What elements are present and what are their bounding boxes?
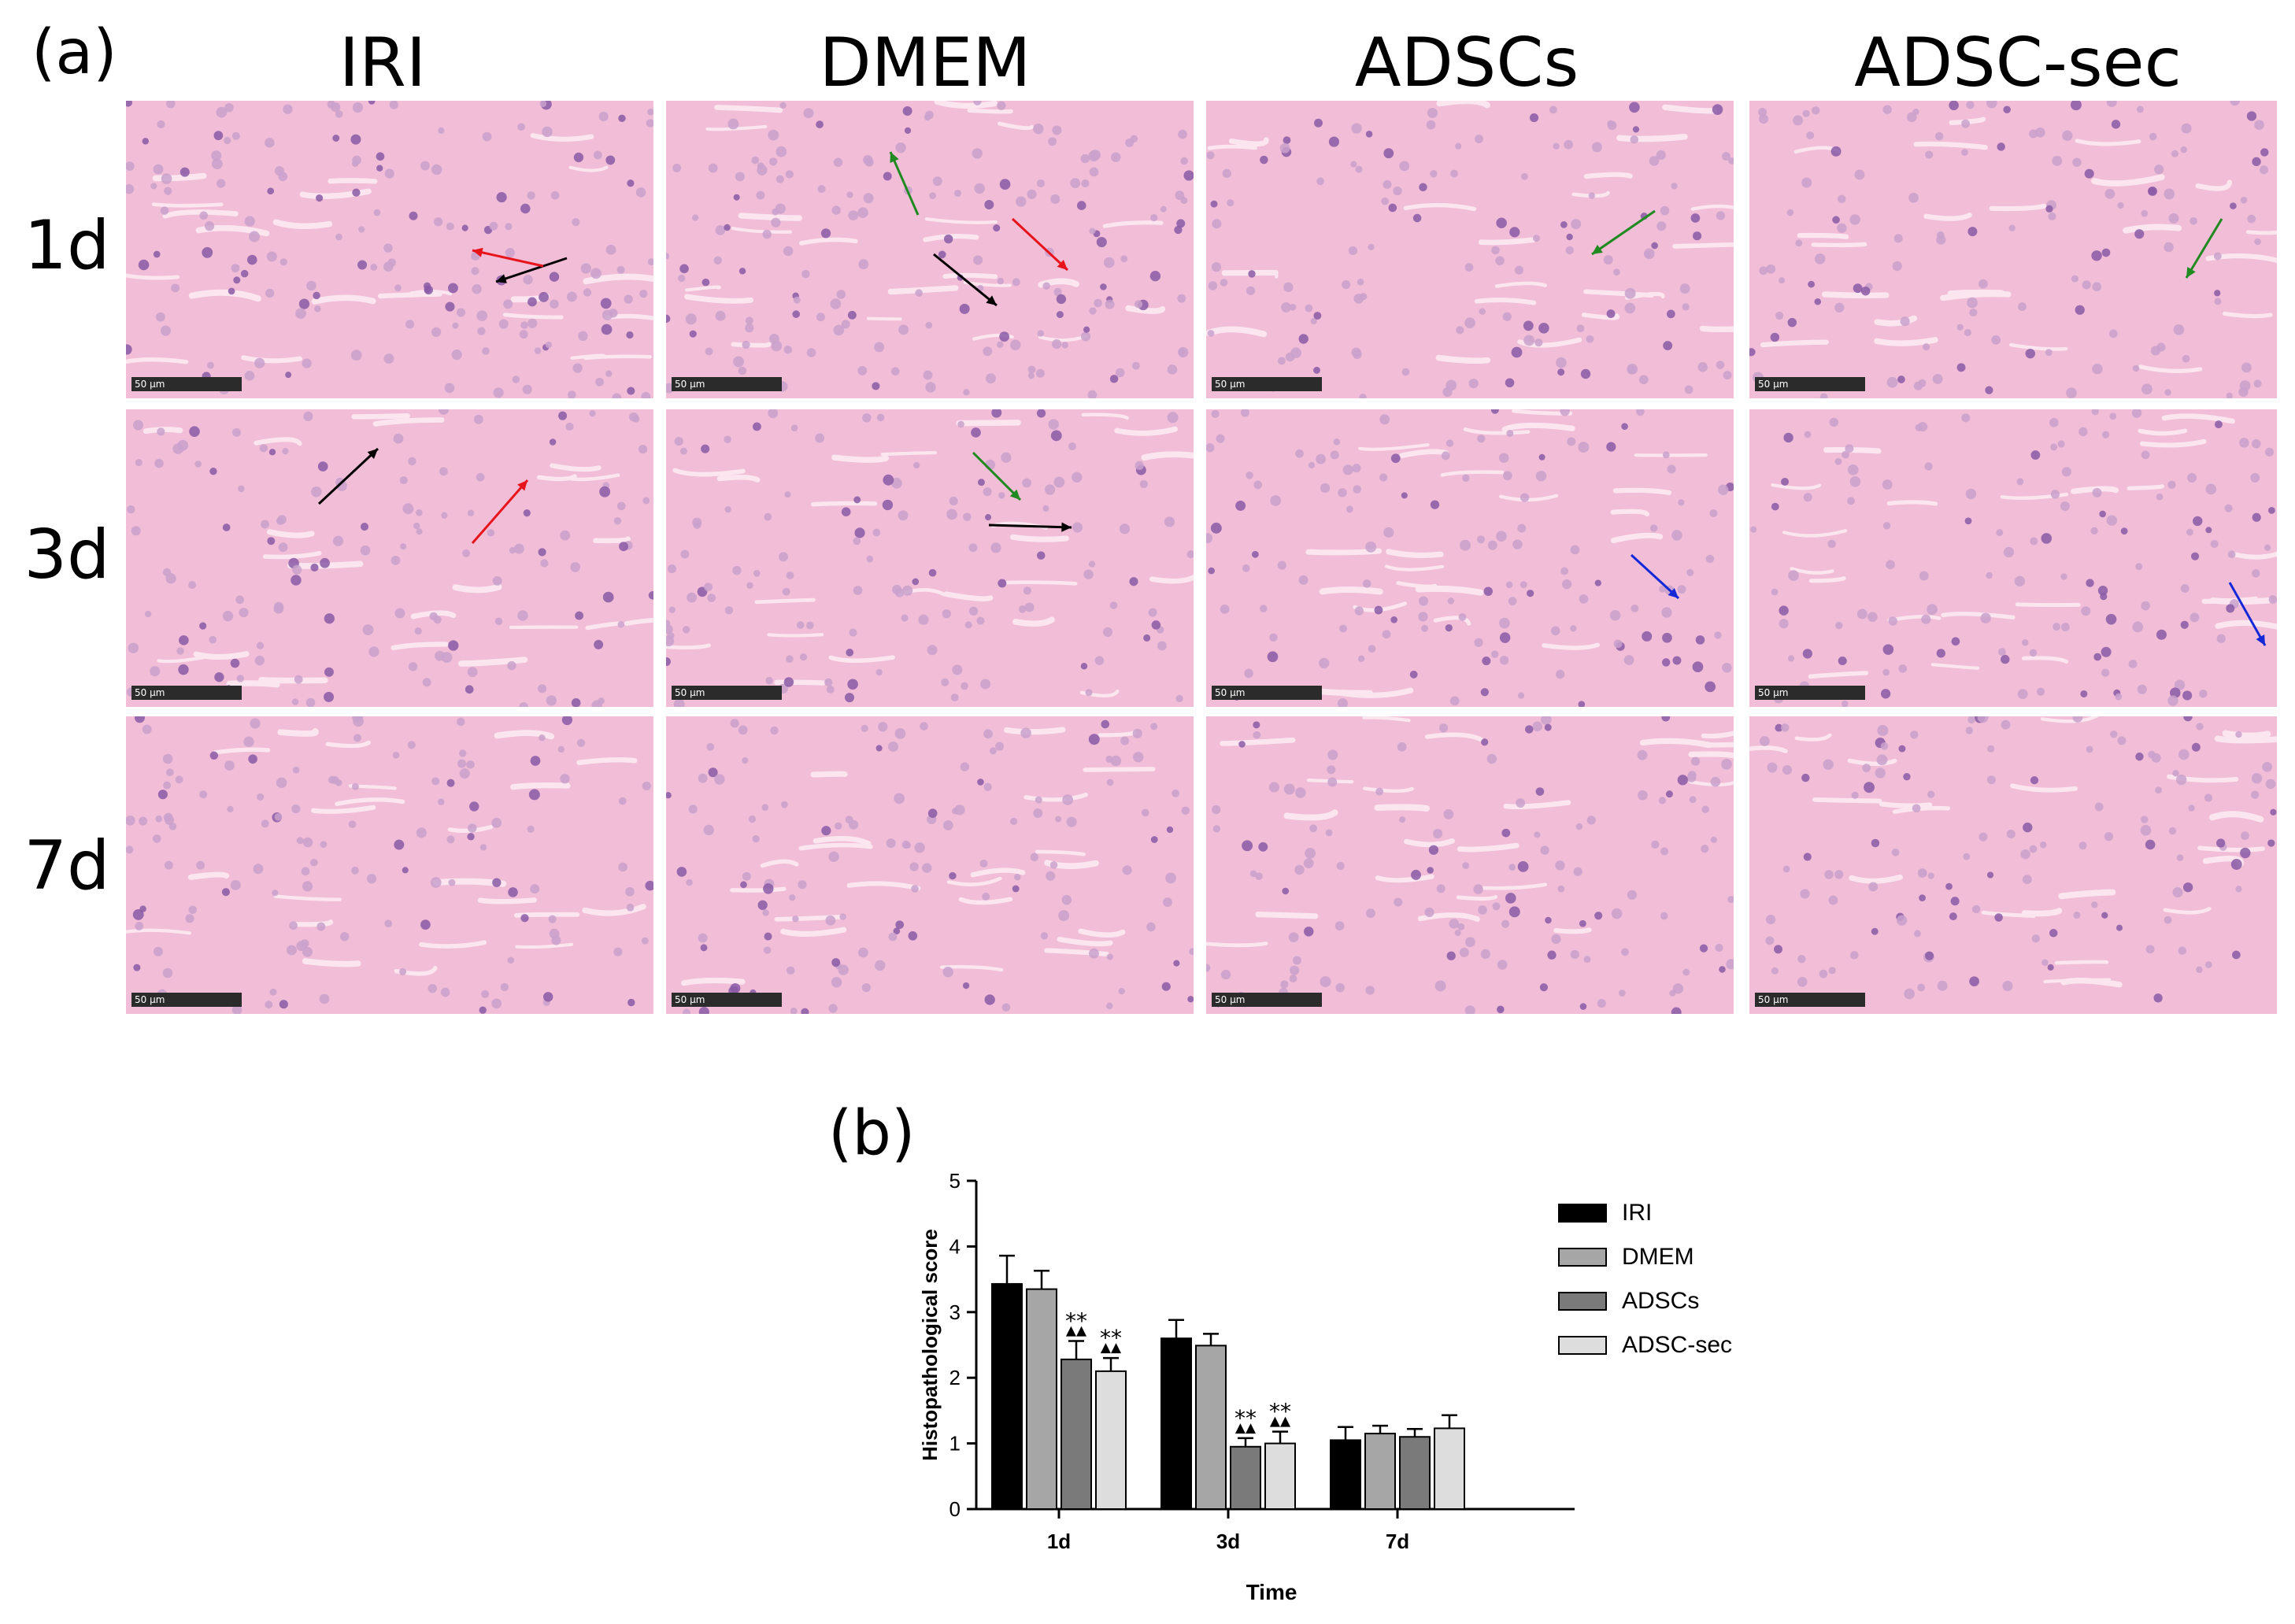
panel-b-label: (b) [828,1098,916,1169]
scale-bar: 50 μm [1212,377,1322,391]
legend-label: IRI [1622,1200,1652,1226]
significance-stars: ** [1065,1308,1087,1334]
arrow-green-icon [1591,209,1656,256]
significance-triangles: ▲▲ [1101,1340,1122,1356]
y-axis-label: Histopathological score [918,1229,942,1461]
significance-stars: ** [1269,1399,1291,1425]
column-header-adscs: ADSCs [1354,24,1579,102]
scale-bar: 50 μm [131,377,242,391]
column-header-iri: IRI [339,24,427,102]
arrow-black-icon [495,257,568,283]
bar-adscs-7d [1399,1436,1431,1511]
row-label-1d: 1d [24,206,110,285]
scale-bar: 50 μm [131,686,242,700]
row-label-3d: 3d [24,516,110,594]
arrow-red-icon [471,479,529,544]
micrograph-1d-adscs: 50 μm [1206,101,1734,398]
bar-iri-1d [991,1282,1023,1511]
bar-adsc-sec-1d [1095,1370,1127,1510]
micrograph-3d-adscs: 50 μm [1206,409,1734,707]
column-header-adsc-sec: ADSC-sec [1854,24,2182,102]
column-header-dmem: DMEM [819,24,1031,102]
arrow-green-icon [972,451,1022,501]
bar-adscs-3d [1230,1445,1261,1510]
y-tick-label: 1 [949,1432,961,1456]
arrow-blue-icon [2228,582,2267,646]
micrograph-3d-iri: 50 μm [126,409,653,707]
x-tick-label: 7d [1386,1530,1409,1553]
legend-label: ADSCs [1622,1288,1699,1314]
bar-adsc-sec-3d [1264,1442,1296,1511]
y-tick-label: 0 [949,1497,961,1521]
arrow-black-icon [933,253,998,307]
significance-stars: ** [1234,1405,1257,1431]
legend-swatch-adscs [1558,1292,1607,1311]
scale-bar: 50 μm [672,377,782,391]
micrograph-1d-adsc-sec: 50 μm [1749,101,2277,398]
legend-swatch-iri [1558,1204,1607,1223]
scale-bar: 50 μm [1212,686,1322,700]
significance-triangles: ▲▲ [1270,1414,1291,1430]
x-tick-label: 1d [1047,1530,1071,1553]
bar-iri-7d [1330,1439,1361,1510]
bar-adscs-1d [1061,1358,1092,1510]
arrow-blue-icon [1630,553,1680,600]
legend-swatch-dmem [1558,1248,1607,1267]
micrograph-7d-adsc-sec: 50 μm [1749,716,2277,1014]
scale-bar: 50 μm [1755,993,1865,1007]
legend-label: ADSC-sec [1622,1332,1732,1358]
bar-adsc-sec-7d [1434,1427,1465,1510]
scale-bar: 50 μm [672,686,782,700]
arrow-red-icon [472,249,544,268]
scale-bar: 50 μm [131,993,242,1007]
bar-dmem-1d [1026,1288,1057,1511]
y-tick-label: 3 [949,1300,961,1324]
micrograph-3d-dmem: 50 μm [666,409,1194,707]
x-tick-label: 3d [1216,1530,1240,1553]
bar-dmem-3d [1195,1345,1227,1510]
arrow-black-icon [317,447,379,505]
arrow-green-icon [889,151,920,216]
significance-stars: ** [1100,1325,1122,1351]
micrograph-1d-dmem: 50 μm [666,101,1194,398]
panel-a-label: (a) [31,17,117,88]
bar-iri-3d [1160,1337,1192,1510]
micrograph-7d-dmem: 50 μm [666,716,1194,1014]
y-tick-label: 2 [949,1366,961,1389]
arrow-red-icon [1011,217,1069,272]
scale-bar: 50 μm [1755,686,1865,700]
x-axis-label: Time [1246,1580,1297,1604]
bar-dmem-7d [1364,1433,1396,1510]
y-tick-label: 4 [949,1234,961,1258]
row-label-7d: 7d [24,827,110,905]
micrograph-7d-adscs: 50 μm [1206,716,1734,1014]
micrograph-3d-adsc-sec: 50 μm [1749,409,2277,707]
micrograph-1d-iri: 50 μm [126,101,653,398]
significance-triangles: ▲▲ [1066,1323,1087,1338]
micrograph-7d-iri: 50 μm [126,716,653,1014]
legend-label: DMEM [1622,1244,1694,1270]
arrow-black-icon [988,523,1072,529]
scale-bar: 50 μm [672,993,782,1007]
scale-bar: 50 μm [1212,993,1322,1007]
arrow-green-icon [2185,218,2223,279]
significance-triangles: ▲▲ [1235,1420,1257,1436]
legend-swatch-adsc-sec [1558,1336,1607,1355]
scale-bar: 50 μm [1755,377,1865,391]
y-tick-label: 5 [949,1169,961,1193]
